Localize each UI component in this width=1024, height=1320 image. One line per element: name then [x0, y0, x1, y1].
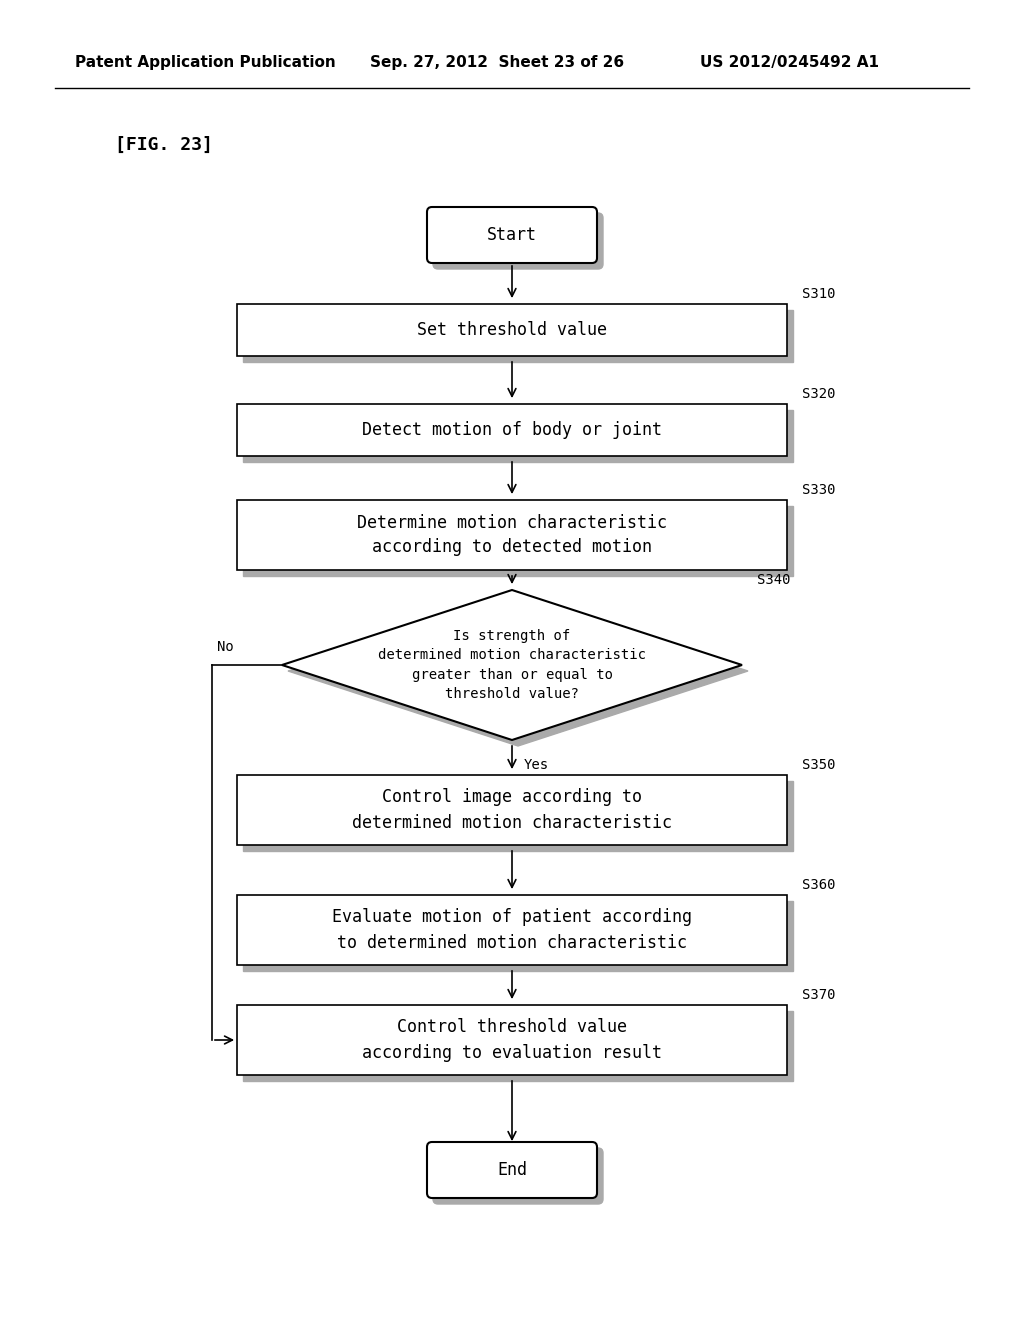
FancyBboxPatch shape — [433, 213, 603, 269]
Text: Patent Application Publication: Patent Application Publication — [75, 54, 336, 70]
FancyBboxPatch shape — [427, 1142, 597, 1199]
Bar — [237, 895, 787, 965]
Bar — [243, 1011, 793, 1081]
Bar — [237, 304, 787, 356]
Bar — [237, 404, 787, 455]
Bar — [243, 310, 793, 362]
Text: S310: S310 — [802, 286, 836, 301]
FancyBboxPatch shape — [433, 1148, 603, 1204]
Text: Control threshold value
according to evaluation result: Control threshold value according to eva… — [362, 1019, 662, 1061]
Bar — [243, 781, 793, 851]
Bar — [243, 902, 793, 972]
Text: Control image according to
determined motion characteristic: Control image according to determined mo… — [352, 788, 672, 832]
Polygon shape — [282, 590, 742, 741]
Bar — [237, 1005, 787, 1074]
Text: Is strength of
determined motion characteristic
greater than or equal to
thresho: Is strength of determined motion charact… — [378, 628, 646, 701]
Polygon shape — [288, 597, 748, 746]
Text: Detect motion of body or joint: Detect motion of body or joint — [362, 421, 662, 440]
Text: Start: Start — [487, 226, 537, 244]
Text: Set threshold value: Set threshold value — [417, 321, 607, 339]
Text: S340: S340 — [757, 573, 791, 587]
Bar — [237, 500, 787, 570]
Text: End: End — [497, 1162, 527, 1179]
Bar — [243, 411, 793, 462]
Text: Determine motion characteristic
according to detected motion: Determine motion characteristic accordin… — [357, 513, 667, 557]
Text: S320: S320 — [802, 387, 836, 401]
Text: S350: S350 — [802, 758, 836, 772]
FancyBboxPatch shape — [427, 207, 597, 263]
Text: S330: S330 — [802, 483, 836, 498]
Text: US 2012/0245492 A1: US 2012/0245492 A1 — [700, 54, 879, 70]
Text: Evaluate motion of patient according
to determined motion characteristic: Evaluate motion of patient according to … — [332, 908, 692, 952]
Bar — [243, 506, 793, 576]
Text: Sep. 27, 2012  Sheet 23 of 26: Sep. 27, 2012 Sheet 23 of 26 — [370, 54, 624, 70]
Text: Yes: Yes — [524, 758, 549, 772]
Text: S370: S370 — [802, 987, 836, 1002]
Text: [FIG. 23]: [FIG. 23] — [115, 136, 213, 154]
Text: No: No — [217, 640, 233, 653]
Text: S360: S360 — [802, 878, 836, 892]
Bar — [237, 775, 787, 845]
